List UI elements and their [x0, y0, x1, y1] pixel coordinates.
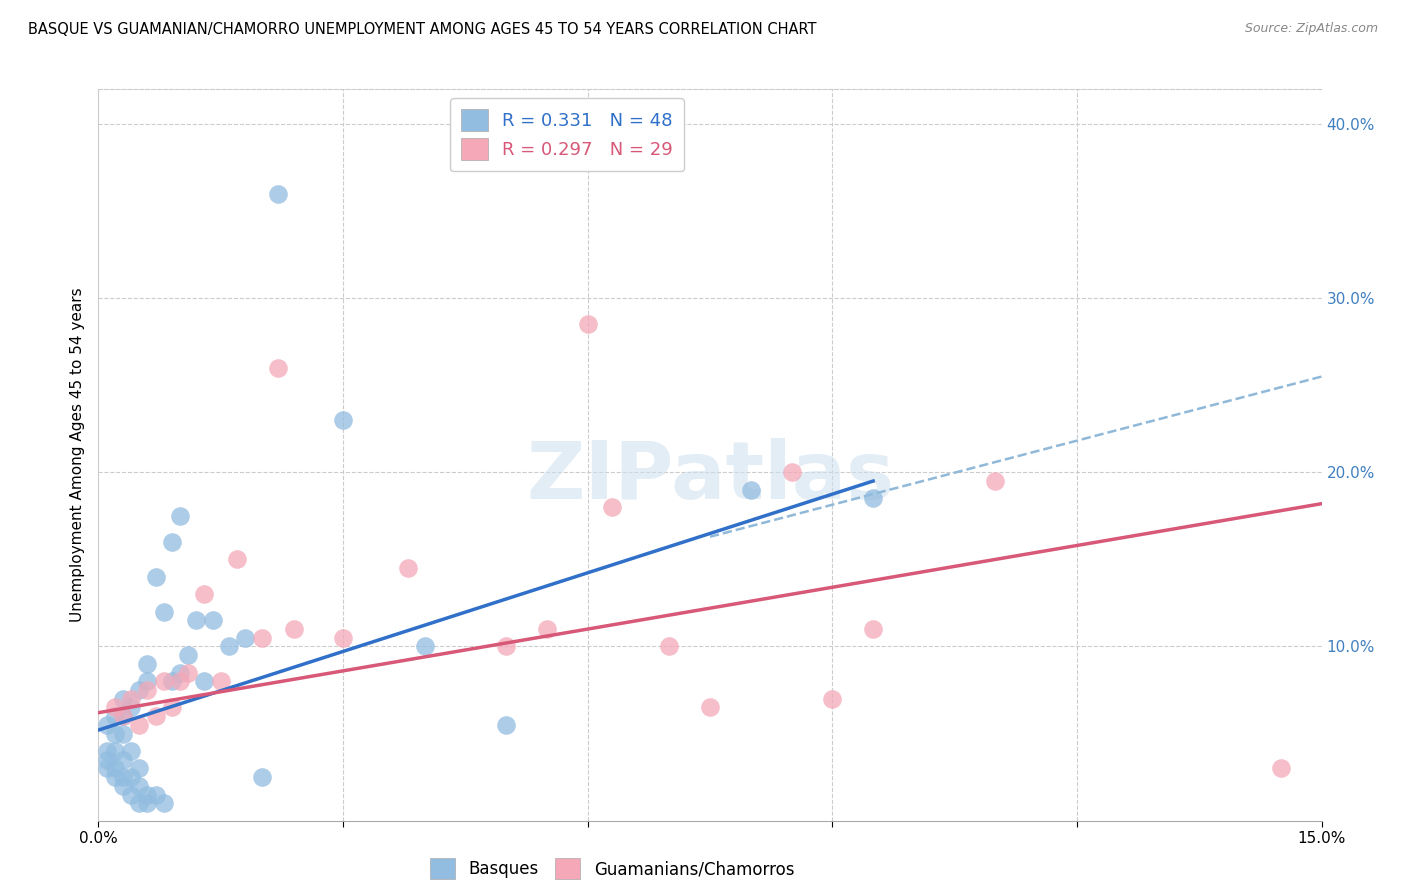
Point	[233, 631, 256, 645]
Point	[740, 483, 762, 497]
Point	[495, 718, 517, 732]
Point	[120, 691, 142, 706]
Legend: Basques, Guamanians/Chamorros: Basques, Guamanians/Chamorros	[423, 852, 801, 886]
Point	[169, 665, 191, 680]
Point	[332, 631, 354, 645]
Text: BASQUE VS GUAMANIAN/CHAMORRO UNEMPLOYMENT AMONG AGES 45 TO 54 YEARS CORRELATION : BASQUE VS GUAMANIAN/CHAMORRO UNEMPLOYMEN…	[28, 22, 817, 37]
Point	[104, 744, 127, 758]
Point	[96, 753, 118, 767]
Point	[128, 683, 150, 698]
Point	[104, 770, 127, 784]
Point	[145, 570, 167, 584]
Point	[209, 674, 232, 689]
Point	[600, 500, 623, 515]
Point	[104, 700, 127, 714]
Point	[780, 466, 803, 480]
Point	[193, 674, 215, 689]
Point	[120, 744, 142, 758]
Point	[862, 622, 884, 636]
Point	[821, 691, 844, 706]
Point	[104, 726, 127, 740]
Point	[193, 587, 215, 601]
Point	[152, 796, 174, 810]
Point	[96, 744, 118, 758]
Point	[267, 186, 290, 201]
Point	[160, 535, 183, 549]
Point	[699, 700, 721, 714]
Point	[145, 709, 167, 723]
Point	[128, 796, 150, 810]
Point	[250, 770, 273, 784]
Y-axis label: Unemployment Among Ages 45 to 54 years: Unemployment Among Ages 45 to 54 years	[69, 287, 84, 623]
Point	[495, 640, 517, 654]
Point	[111, 709, 134, 723]
Point	[120, 770, 142, 784]
Point	[111, 779, 134, 793]
Point	[267, 360, 290, 375]
Point	[104, 709, 127, 723]
Point	[136, 683, 159, 698]
Point	[658, 640, 681, 654]
Point	[226, 552, 249, 566]
Point	[576, 318, 599, 332]
Point	[145, 788, 167, 802]
Point	[160, 674, 183, 689]
Point	[250, 631, 273, 645]
Point	[160, 700, 183, 714]
Point	[136, 674, 159, 689]
Text: Source: ZipAtlas.com: Source: ZipAtlas.com	[1244, 22, 1378, 36]
Point	[111, 709, 134, 723]
Point	[984, 474, 1007, 488]
Point	[111, 691, 134, 706]
Point	[120, 788, 142, 802]
Point	[96, 761, 118, 775]
Point	[413, 640, 436, 654]
Point	[128, 718, 150, 732]
Point	[283, 622, 305, 636]
Point	[128, 761, 150, 775]
Point	[177, 665, 200, 680]
Point	[536, 622, 558, 636]
Point	[396, 561, 419, 575]
Point	[136, 788, 159, 802]
Point	[332, 413, 354, 427]
Point	[96, 718, 118, 732]
Point	[152, 674, 174, 689]
Point	[111, 726, 134, 740]
Point	[111, 770, 134, 784]
Point	[1270, 761, 1292, 775]
Point	[104, 761, 127, 775]
Point	[169, 508, 191, 523]
Text: ZIPatlas: ZIPatlas	[526, 438, 894, 516]
Point	[177, 648, 200, 663]
Point	[136, 657, 159, 671]
Point	[152, 605, 174, 619]
Point	[201, 613, 224, 627]
Point	[111, 753, 134, 767]
Point	[169, 674, 191, 689]
Point	[128, 779, 150, 793]
Point	[218, 640, 240, 654]
Point	[120, 700, 142, 714]
Point	[136, 796, 159, 810]
Point	[862, 491, 884, 506]
Point	[186, 613, 208, 627]
